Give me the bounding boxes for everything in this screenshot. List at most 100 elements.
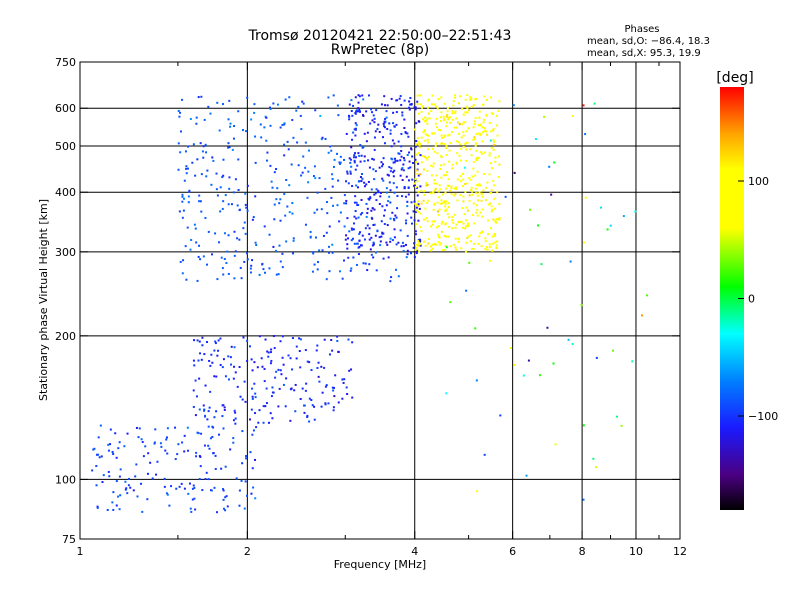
- data-point: [289, 357, 292, 360]
- data-point: [331, 173, 334, 176]
- data-point: [417, 244, 420, 247]
- data-point: [430, 103, 433, 106]
- data-point: [399, 174, 402, 177]
- data-point: [415, 249, 418, 252]
- data-point: [490, 167, 493, 170]
- data-point: [377, 123, 380, 126]
- data-point: [191, 498, 194, 501]
- data-point: [203, 118, 206, 121]
- data-point: [485, 245, 488, 248]
- data-point: [401, 111, 404, 114]
- data-point: [318, 177, 321, 180]
- data-point: [349, 172, 352, 175]
- data-point: [404, 243, 407, 246]
- data-point: [151, 477, 154, 480]
- data-point: [223, 408, 226, 411]
- data-point: [227, 272, 230, 275]
- data-point: [483, 95, 486, 98]
- data-point: [399, 95, 402, 98]
- data-point: [350, 267, 353, 270]
- data-point: [452, 243, 455, 246]
- data-point: [254, 396, 257, 399]
- data-point: [492, 138, 495, 141]
- data-point: [281, 356, 284, 359]
- data-point: [323, 338, 326, 341]
- data-point: [443, 200, 446, 203]
- data-point: [300, 174, 303, 177]
- data-point: [481, 208, 484, 211]
- data-point: [388, 181, 391, 184]
- data-point: [199, 258, 202, 261]
- data-point: [421, 154, 424, 157]
- data-point: [488, 173, 491, 176]
- data-point: [466, 94, 469, 97]
- data-point: [106, 509, 109, 512]
- data-point: [476, 156, 479, 159]
- data-point: [469, 240, 472, 243]
- data-point: [389, 132, 392, 135]
- data-point: [274, 376, 277, 379]
- data-point: [442, 115, 445, 118]
- data-point: [348, 103, 351, 106]
- data-point: [428, 117, 431, 120]
- data-point: [234, 250, 237, 253]
- data-point: [361, 114, 364, 117]
- data-point: [198, 408, 201, 411]
- data-point: [217, 349, 220, 352]
- data-point: [364, 227, 367, 230]
- data-point: [412, 246, 415, 249]
- data-point: [446, 110, 449, 113]
- data-point: [406, 205, 409, 208]
- data-point: [246, 494, 249, 497]
- colorbar-tick-label: 100: [748, 175, 769, 188]
- data-point: [427, 199, 430, 202]
- data-point: [456, 152, 459, 155]
- data-point: [251, 369, 254, 372]
- data-point: [142, 455, 145, 458]
- data-point: [203, 409, 206, 412]
- data-point: [207, 478, 210, 481]
- data-point: [464, 182, 467, 185]
- data-point: [274, 249, 277, 252]
- data-point: [181, 272, 184, 275]
- data-point: [470, 186, 473, 189]
- data-point: [476, 490, 479, 493]
- data-point: [471, 190, 474, 193]
- data-point: [313, 405, 316, 408]
- data-point: [452, 221, 455, 224]
- data-point: [107, 449, 110, 452]
- data-point: [193, 339, 196, 342]
- data-point: [403, 187, 406, 190]
- data-point: [482, 131, 485, 134]
- data-point: [273, 347, 276, 350]
- data-point: [201, 489, 204, 492]
- data-point: [476, 159, 479, 162]
- data-point: [146, 472, 149, 475]
- data-point: [479, 211, 482, 214]
- data-point: [479, 134, 482, 137]
- data-point: [339, 161, 342, 164]
- data-point: [389, 129, 392, 132]
- data-point: [346, 247, 349, 250]
- data-point: [382, 179, 385, 182]
- data-point: [396, 194, 399, 197]
- data-point: [406, 249, 409, 252]
- data-point: [419, 240, 422, 243]
- data-point: [460, 147, 463, 150]
- data-point: [431, 243, 434, 246]
- data-point: [467, 127, 470, 130]
- data-point: [209, 437, 212, 440]
- data-point: [102, 474, 105, 477]
- data-point: [368, 233, 371, 236]
- data-point: [268, 106, 271, 109]
- data-point: [281, 252, 284, 255]
- data-point: [449, 189, 452, 192]
- data-point: [393, 161, 396, 164]
- data-point: [205, 471, 208, 474]
- data-point: [179, 130, 182, 133]
- data-point: [444, 134, 447, 137]
- data-point: [196, 158, 199, 161]
- data-point: [394, 214, 397, 217]
- data-point: [196, 339, 199, 342]
